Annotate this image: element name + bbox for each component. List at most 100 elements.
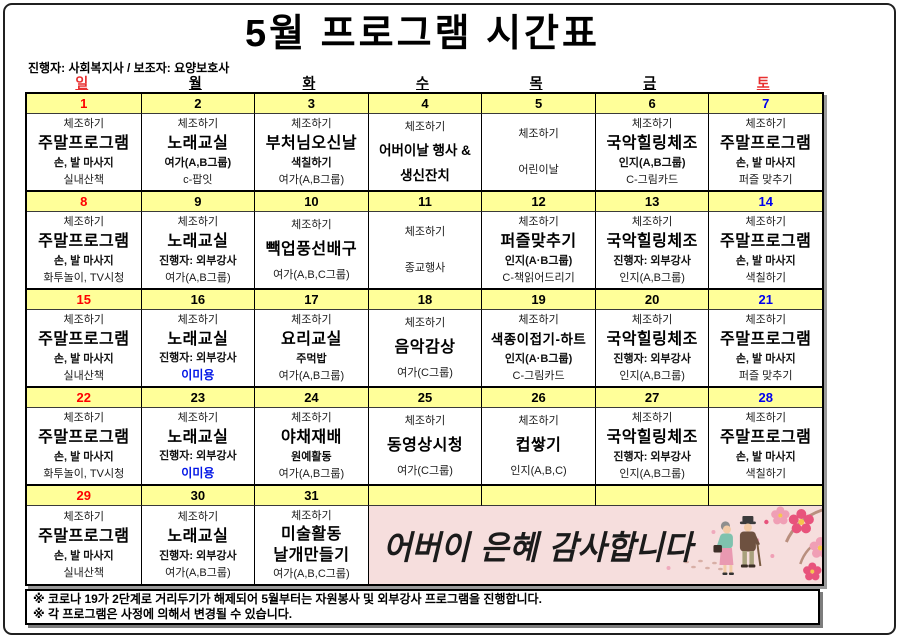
program-line: 색종이접기-하트	[490, 332, 587, 348]
program-line: 야채재배	[280, 429, 342, 447]
day-cell-21: 체조하기 주말프로그램 손, 발 마사지 퍼즐 맞추기	[708, 310, 822, 388]
program-line: 체조하기	[631, 118, 673, 131]
program-line: 주말프로그램	[38, 429, 130, 447]
program-line: 여가(A,B그룹)	[278, 369, 345, 382]
program-line: 체조하기	[631, 314, 673, 327]
program-line: 손, 발 마사지	[53, 550, 114, 563]
date-cell-27: 27	[594, 388, 709, 408]
day-cell-9: 체조하기 노래교실 진행자: 외부강사 여가(A,B그룹)	[140, 212, 255, 290]
day-cell-8: 체조하기 주말프로그램 손, 발 마사지 화투놀이, TV시청	[27, 212, 141, 290]
day-cell-12: 체조하기 퍼즐맞추기 인지(A·B그룹) C-책읽어드리기	[481, 212, 595, 290]
program-line: 진행자: 외부강사	[613, 450, 691, 463]
page-title: 5월 프로그램 시간표	[245, 13, 600, 55]
day-cell-7: 체조하기 주말프로그램 손, 발 마사지 퍼즐 맞추기	[708, 114, 822, 192]
date-cell-7: 7	[708, 94, 822, 114]
program-line: 여가(A,B그룹)	[165, 567, 231, 580]
program-line: 색칠하기	[745, 467, 786, 480]
date-cell-8: 8	[27, 192, 141, 212]
program-line: 진행자: 외부강사	[613, 352, 691, 365]
program-line: 여가(A,B,C그룹)	[273, 568, 350, 580]
program-line: 요리교실	[280, 331, 342, 349]
weekday-label-토: 토	[756, 75, 770, 91]
program-line: 체조하기	[404, 317, 446, 330]
date-cell-2: 2	[140, 94, 255, 114]
program-line: 진행자: 외부강사	[159, 550, 237, 563]
program-line: 부처님오신날	[265, 135, 358, 153]
program-line: 체조하기	[404, 415, 446, 428]
blossom-flowers-icon	[666, 506, 822, 581]
staff-subtitle: 진행자: 사회복지사 / 보조자: 요양보호사	[28, 61, 230, 75]
day-cell-11: 체조하기 종교행사	[367, 212, 482, 290]
day-cell-3: 체조하기 부처님오신날 색칠하기 여가(A,B그룹)	[254, 114, 368, 192]
program-line: 이미용	[181, 367, 215, 382]
program-line: 손, 발 마사지	[735, 156, 796, 169]
program-line: 체조하기	[745, 412, 786, 425]
program-line: 색칠하기	[291, 156, 332, 169]
program-line: 진행자: 외부강사	[159, 450, 237, 463]
program-line: 손, 발 마사지	[735, 254, 796, 267]
day-cell-15: 체조하기 주말프로그램 손, 발 마사지 실내산책	[27, 310, 141, 388]
elderly-couple-illustration	[713, 516, 762, 575]
program-line: 손, 발 마사지	[53, 156, 114, 169]
program-line: 체조하기	[404, 226, 446, 238]
program-line: 동영상시청	[386, 437, 464, 455]
program-line: 노래교실	[167, 527, 229, 545]
program-line: 체조하기	[518, 314, 559, 327]
date-cell-12: 12	[481, 192, 595, 212]
note-line: ※ 코로나 19가 2단계로 거리두기가 해제되어 5월부터는 자원봉사 및 외…	[33, 592, 542, 606]
program-line: 체조하기	[63, 412, 105, 425]
program-line: 화투놀이, TV시청	[43, 467, 125, 480]
day-cell-13: 체조하기 국악힐링체조 진행자: 외부강사 인지(A,B그룹)	[594, 212, 709, 290]
day-cell-24: 체조하기 야채재배 원예활동 여가(A,B그룹)	[254, 408, 368, 486]
banner-calligraphy: 어버이 은혜 감사합니다	[383, 528, 696, 567]
program-line: 화투놀이, TV시청	[43, 271, 125, 284]
date-cell-18: 18	[367, 290, 482, 310]
program-line: 손, 발 마사지	[735, 450, 796, 463]
date-cell-empty	[481, 486, 595, 506]
parents-day-banner: 어버이 은혜 감사합니다	[368, 506, 822, 584]
day-cell-10: 체조하기 빽업풍선배구 여가(A,B,C그룹)	[254, 212, 368, 290]
date-cell-4: 4	[367, 94, 482, 114]
program-line: 주말프로그램	[720, 135, 812, 153]
date-cell-25: 25	[367, 388, 482, 408]
program-line: 진행자: 외부강사	[159, 352, 237, 365]
program-line: 어버이날 행사 &	[379, 143, 471, 158]
program-line: 주말프로그램	[720, 233, 812, 251]
program-line: 인지(A,B그룹)	[619, 467, 685, 480]
date-cell-21: 21	[708, 290, 822, 310]
program-line: 인지(A,B그룹)	[619, 271, 685, 284]
day-cell-17: 체조하기 요리교실 주먹밥 여가(A,B그룹)	[254, 310, 368, 388]
program-line: 체조하기	[745, 314, 786, 327]
day-cell-28: 체조하기 주말프로그램 손, 발 마사지 색칠하기	[708, 408, 822, 486]
date-cell-6: 6	[594, 94, 709, 114]
program-line: 컵쌓기	[515, 437, 562, 455]
program-line: 어린이날	[518, 164, 559, 176]
program-line: 날개만들기	[273, 547, 350, 564]
program-line: 실내산책	[63, 567, 105, 580]
program-line: 퍼즐맞추기	[500, 233, 577, 251]
program-line: 노래교실	[167, 233, 229, 251]
date-cell-23: 23	[140, 388, 255, 408]
program-line: 체조하기	[291, 510, 332, 522]
program-line: 주말프로그램	[38, 135, 130, 153]
program-line: 체조하기	[63, 314, 105, 327]
program-line: 여가(C그룹)	[397, 464, 453, 477]
day-cell-4: 체조하기 어버이날 행사 & 생신잔치	[367, 114, 482, 192]
program-line: 주먹밥	[296, 352, 327, 365]
program-line: 체조하기	[177, 510, 219, 523]
day-cell-5: 체조하기 어린이날	[481, 114, 595, 192]
program-line: 주말프로그램	[38, 527, 130, 545]
footprints-icon	[683, 559, 723, 571]
date-cell-20: 20	[594, 290, 709, 310]
date-cell-30: 30	[140, 486, 255, 506]
program-line: 색칠하기	[745, 271, 786, 284]
day-cell-2: 체조하기 노래교실 여가(A,B그룹) c-팝잇	[140, 114, 255, 192]
day-cell-6: 체조하기 국악힐링체조 인지(A,B그룹) C-그림카드	[594, 114, 709, 192]
weekday-label-일: 일	[75, 75, 89, 91]
program-line: 손, 발 마사지	[53, 352, 114, 365]
program-line: 인지(A·B그룹)	[504, 254, 573, 267]
program-line: 체조하기	[631, 216, 673, 229]
